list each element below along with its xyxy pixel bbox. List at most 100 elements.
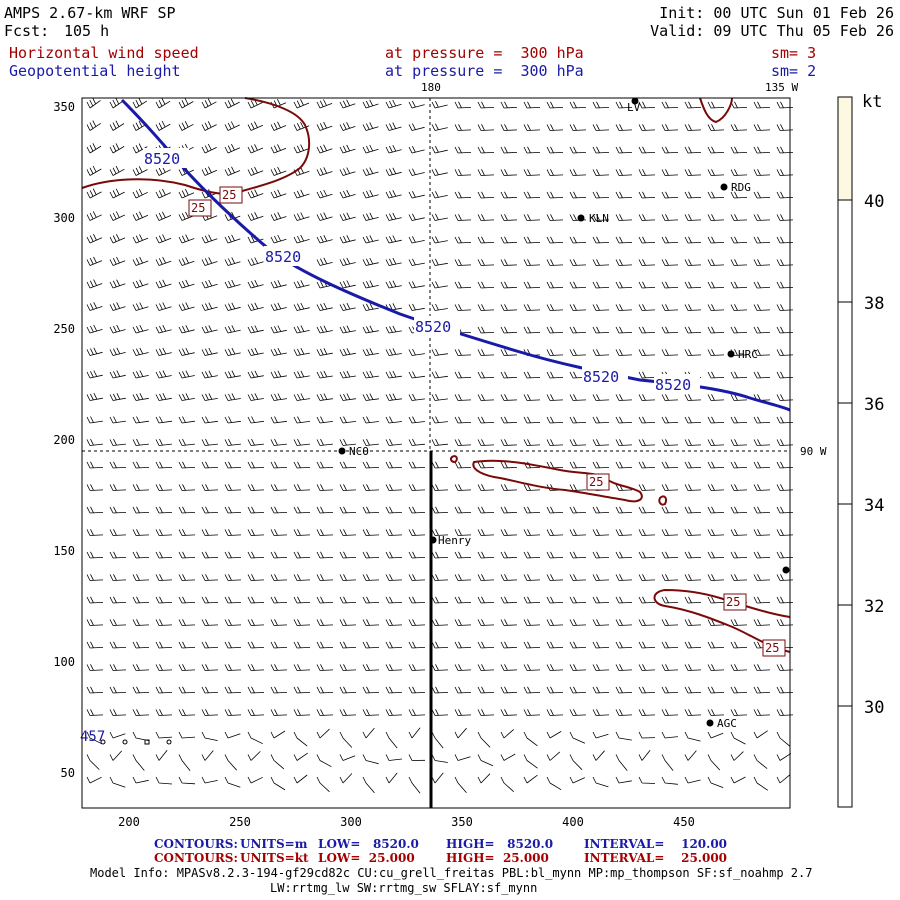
wind-barb [385, 167, 402, 176]
wind-barb [569, 529, 587, 536]
wind-barb [454, 394, 472, 401]
wind-barb [224, 416, 241, 424]
wind-barb [132, 256, 149, 266]
field1-name: Horizontal wind speed [9, 44, 199, 62]
wind-barb [707, 259, 725, 266]
wind-barb [155, 347, 172, 356]
wind-barb [661, 146, 679, 154]
wind-barb [247, 280, 264, 289]
wind-barb [684, 439, 702, 446]
wind-barb [178, 731, 196, 739]
wind-barb [707, 731, 724, 739]
wind-barb [431, 461, 449, 469]
wind-barb [293, 438, 310, 446]
wind-barb [247, 709, 265, 716]
wind-barb [201, 574, 219, 581]
wind-barb [201, 750, 214, 761]
wind-barb [109, 188, 125, 199]
station-label: LV [627, 101, 641, 114]
wind-barb [776, 439, 794, 446]
wind-barb [638, 551, 656, 559]
wind-barb [339, 709, 357, 716]
wind-barb [339, 370, 356, 379]
wind-barb [408, 574, 426, 581]
wind-barb [477, 506, 495, 514]
wind-barb [730, 506, 748, 514]
wind-barb [431, 438, 448, 446]
wind-barb [201, 370, 218, 379]
wind-barb [592, 394, 610, 401]
wind-barb [132, 370, 149, 379]
wind-barb [224, 325, 241, 334]
wind-barb [132, 234, 149, 244]
wind-barb [339, 212, 356, 221]
wind-barb [385, 686, 403, 694]
wind-barb [707, 439, 725, 446]
wind-barb [707, 619, 725, 626]
wind-barb [730, 461, 748, 469]
wind-barb [638, 619, 656, 626]
wind-barb [293, 664, 311, 671]
wind-barb [362, 438, 379, 446]
wind-barb [730, 416, 748, 424]
wind-barb [546, 259, 564, 266]
wind-barb [224, 370, 241, 379]
wind-barb [339, 506, 357, 514]
wind-barb [132, 574, 150, 581]
wind-barb [293, 484, 311, 491]
height-label-bg [582, 366, 628, 386]
wind-barb [569, 709, 587, 716]
wind-barb [339, 619, 357, 626]
wind-barb [155, 188, 171, 199]
wind-barb [592, 259, 610, 266]
wind-barb [707, 326, 725, 334]
wind-barb [638, 191, 656, 199]
wind-barb [638, 664, 656, 671]
wind-barb [684, 750, 697, 761]
wind-barb [385, 641, 403, 649]
wind-barb [707, 709, 725, 716]
wind-barb [546, 326, 564, 334]
wind-barb [730, 394, 748, 401]
wind-barb [730, 641, 748, 649]
wind-barb [339, 641, 357, 649]
wind-barb [293, 302, 310, 311]
wind-barb [753, 349, 771, 356]
wind-barb [408, 371, 425, 379]
wind-barb [615, 169, 633, 176]
wind-barb [431, 348, 448, 356]
wind-barb [569, 349, 587, 356]
wind-barb [109, 211, 125, 221]
wind-barb [546, 191, 564, 199]
wind-barb [201, 121, 217, 131]
wind-barb [684, 236, 702, 244]
wind-barb [454, 686, 472, 694]
wind-barb [615, 574, 633, 581]
wind-barb [615, 101, 633, 109]
wind-barb [178, 370, 195, 379]
wind-barb [477, 281, 495, 289]
wind-barb [431, 168, 448, 176]
wind-barb [431, 281, 448, 289]
x-tick-label: 450 [673, 815, 695, 829]
wind-barb [454, 236, 472, 244]
wind-barb [339, 189, 356, 199]
wind-barb [753, 551, 771, 559]
wind-barb [385, 416, 402, 424]
wind-barb [339, 596, 357, 604]
wind-barb [178, 529, 196, 536]
wind-barb [339, 280, 356, 289]
wind-barb [638, 686, 656, 694]
wind-barb [431, 664, 449, 671]
wind-barb [707, 754, 721, 771]
wind-barb [362, 122, 379, 131]
wind-barb [431, 236, 448, 244]
wind-barb [293, 280, 310, 289]
wind-barb [684, 191, 702, 199]
speed-label-box [723, 593, 747, 611]
station-label: RDG [731, 181, 751, 194]
wind-barb [454, 281, 472, 289]
wind-barb [523, 529, 541, 536]
wind-barb [339, 167, 356, 176]
wind-barb [362, 325, 379, 334]
